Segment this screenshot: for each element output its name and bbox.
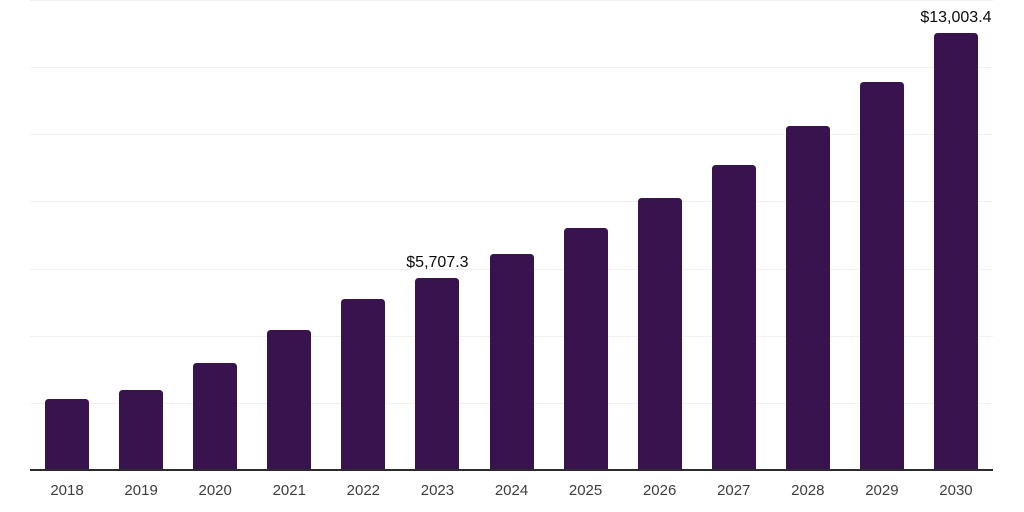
x-tick-label-2029: 2029 <box>865 482 899 499</box>
x-tick-label-2025: 2025 <box>568 482 603 499</box>
gridline <box>30 134 993 136</box>
x-tick-label-2018: 2018 <box>50 482 84 499</box>
x-axis-line <box>30 469 993 471</box>
bar-2030 <box>933 33 978 470</box>
bar-2028 <box>785 126 830 470</box>
x-tick-label-2020: 2020 <box>198 482 232 499</box>
bar-2029 <box>859 82 904 470</box>
x-tick-label-2019: 2019 <box>124 482 158 499</box>
bar-2023 <box>415 278 460 470</box>
bar-2019 <box>119 390 164 470</box>
x-tick-label-2022: 2022 <box>346 482 381 499</box>
x-tick-label-2028: 2028 <box>791 482 825 499</box>
x-tick-label-2027: 2027 <box>717 482 751 499</box>
bar-2018 <box>45 398 90 470</box>
x-tick-label-2023: 2023 <box>420 482 455 499</box>
bar-2024 <box>489 253 534 470</box>
gridline <box>30 67 993 69</box>
bar-2022 <box>341 299 386 470</box>
bar-value-label-2023: $5,707.3 <box>406 254 469 272</box>
bar-2026 <box>637 197 682 470</box>
bar-2027 <box>711 165 756 470</box>
gridline <box>30 0 993 1</box>
gridline <box>30 201 993 203</box>
x-tick-label-2030: 2030 <box>939 482 973 499</box>
x-tick-label-2021: 2021 <box>272 482 306 499</box>
bar-2021 <box>267 329 312 470</box>
bar-2020 <box>193 362 238 470</box>
x-tick-label-2024: 2024 <box>494 482 529 499</box>
x-tick-label-2026: 2026 <box>642 482 677 499</box>
bar-value-label-2030: $13,003.4 <box>920 9 992 27</box>
bar-2025 <box>563 228 608 470</box>
plot-area: $5,707.3 $13,003.4 <box>30 0 993 471</box>
